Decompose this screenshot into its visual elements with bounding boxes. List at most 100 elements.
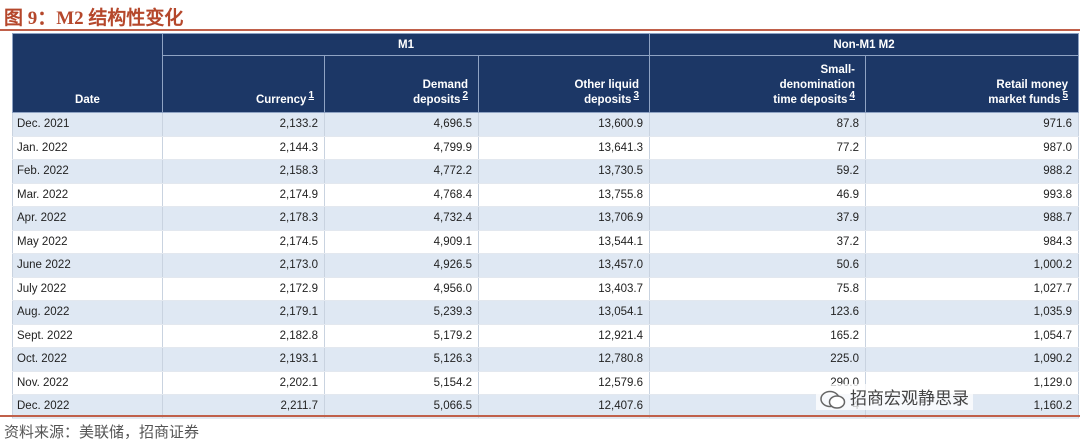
value-cell: 225.0 [649,347,866,372]
value-cell: 4,799.9 [324,136,479,160]
value-cell: 5,154.2 [324,371,479,395]
header-text: denomination [779,79,855,91]
column-header-row: Currency 1 Demand deposits 2 Other liquid depo… [13,55,1079,113]
footnote-ref: 5 [1062,90,1068,102]
value-cell: 988.2 [865,159,1079,184]
value-cell: 50.6 [649,253,866,278]
value-cell: 2,211.7 [162,394,325,419]
value-cell: 2,172.9 [162,277,325,301]
value-cell: 2,173.0 [162,253,325,278]
value-cell: 4,768.4 [324,183,479,207]
header-cell: Small-denomination time deposits 4 [649,55,866,113]
header-text: market funds [988,94,1061,106]
footer-rule [0,415,1080,417]
date-cell: June 2022 [12,253,163,278]
date-cell: Aug. 2022 [12,300,163,325]
value-cell: 37.9 [649,206,866,231]
value-cell: 4,696.5 [324,112,479,137]
value-cell: 77.2 [649,136,866,160]
table-row: June 2022 2,173.0 4,926.5 13,457.0 50.6 1,000… [12,253,1079,278]
table-row: Feb. 2022 2,158.3 4,772.2 13,730.5 59.2 988.2 [12,159,1079,184]
value-cell: 165.2 [649,324,866,348]
header-cell: Other liquid deposits 3 [478,55,650,113]
value-cell: 984.3 [865,230,1079,254]
date-cell: Oct. 2022 [12,347,163,372]
value-cell: 123.6 [649,300,866,325]
value-cell: 13,755.8 [478,183,650,207]
value-cell: 987.0 [865,136,1079,160]
value-cell: 12,921.4 [478,324,650,348]
header-text: Demand [422,79,468,91]
value-cell: 13,544.1 [478,230,650,254]
value-cell: 2,144.3 [162,136,325,160]
header-text: Date [75,94,100,106]
header-cell: Date [12,33,163,113]
header-text: Small- [820,64,855,76]
watermark-text: 招商宏观静思录 [850,389,969,408]
wechat-icon [820,390,846,409]
table-head: Date M1 Non-M1 M2 Currency 1 Demand deposits 2 O… [12,33,1079,113]
footnote-ref: 3 [633,90,639,102]
value-cell: 1,090.2 [865,347,1079,372]
footnote-ref: 4 [849,90,855,102]
header-cell: Retail money market funds 5 [865,55,1079,113]
date-cell: July 2022 [12,277,163,301]
header-text: Currency [255,94,307,106]
value-cell: 12,780.8 [478,347,650,372]
value-cell: 13,641.3 [478,136,650,160]
value-cell: 13,730.5 [478,159,650,184]
value-cell: 988.7 [865,206,1079,231]
value-cell: 4,772.2 [324,159,479,184]
watermark: 招商宏观静思录 [816,384,973,410]
value-cell: 5,179.2 [324,324,479,348]
table-row: Dec. 2021 2,133.2 4,696.5 13,600.9 87.8 971.6 [12,112,1079,137]
value-cell: 1,027.7 [865,277,1079,301]
value-cell: 4,909.1 [324,230,479,254]
group-header: Non-M1 M2 [649,33,1079,56]
data-table: Date M1 Non-M1 M2 Currency 1 Demand deposits 2 O… [12,33,1079,419]
value-cell: 59.2 [649,159,866,184]
header-text: time deposits [773,94,848,106]
table-row: Oct. 2022 2,193.1 5,126.3 12,780.8 225.0 1,09… [12,347,1079,372]
table-row: Aug. 2022 2,179.1 5,239.3 13,054.1 123.6 1,03… [12,300,1079,325]
value-cell: 2,133.2 [162,112,325,137]
value-cell: 2,193.1 [162,347,325,372]
date-cell: Apr. 2022 [12,206,163,231]
value-cell: 1,054.7 [865,324,1079,348]
header-text: Other liquid [574,79,639,91]
header-text: deposits [584,94,632,106]
table-row: Sept. 2022 2,182.8 5,179.2 12,921.4 165.2 1,0… [12,324,1079,348]
group-header-row: Date M1 Non-M1 M2 [12,33,1079,113]
date-cell: Jan. 2022 [12,136,163,160]
title-rule [0,29,1080,31]
value-cell: 2,179.1 [162,300,325,325]
value-cell: 5,239.3 [324,300,479,325]
date-cell: Mar. 2022 [12,183,163,207]
value-cell: 2,174.5 [162,230,325,254]
value-cell: 13,403.7 [478,277,650,301]
value-cell: 13,054.1 [478,300,650,325]
value-cell: 2,174.9 [162,183,325,207]
date-cell: Dec. 2022 [12,394,163,419]
table-row: Apr. 2022 2,178.3 4,732.4 13,706.9 37.9 988.7 [12,206,1079,231]
value-cell: 971.6 [865,112,1079,137]
date-cell: May 2022 [12,230,163,254]
date-cell: Sept. 2022 [12,324,163,348]
value-cell: 993.8 [865,183,1079,207]
value-cell: 12,579.6 [478,371,650,395]
value-cell: 87.8 [649,112,866,137]
header-text: Retail money [996,79,1068,91]
value-cell: 4,926.5 [324,253,479,278]
table-row: Jan. 2022 2,144.3 4,799.9 13,641.3 77.2 987.0 [12,136,1079,160]
value-cell: 2,202.1 [162,371,325,395]
table-body: Dec. 2021 2,133.2 4,696.5 13,600.9 87.8 971.6… [12,112,1079,419]
footnote-ref: 2 [462,90,468,102]
value-cell: 1,000.2 [865,253,1079,278]
value-cell: 13,457.0 [478,253,650,278]
footnote-ref: 1 [308,90,314,102]
date-cell: Nov. 2022 [12,371,163,395]
header-cell: Currency 1 [162,55,325,113]
value-cell: 1,035.9 [865,300,1079,325]
